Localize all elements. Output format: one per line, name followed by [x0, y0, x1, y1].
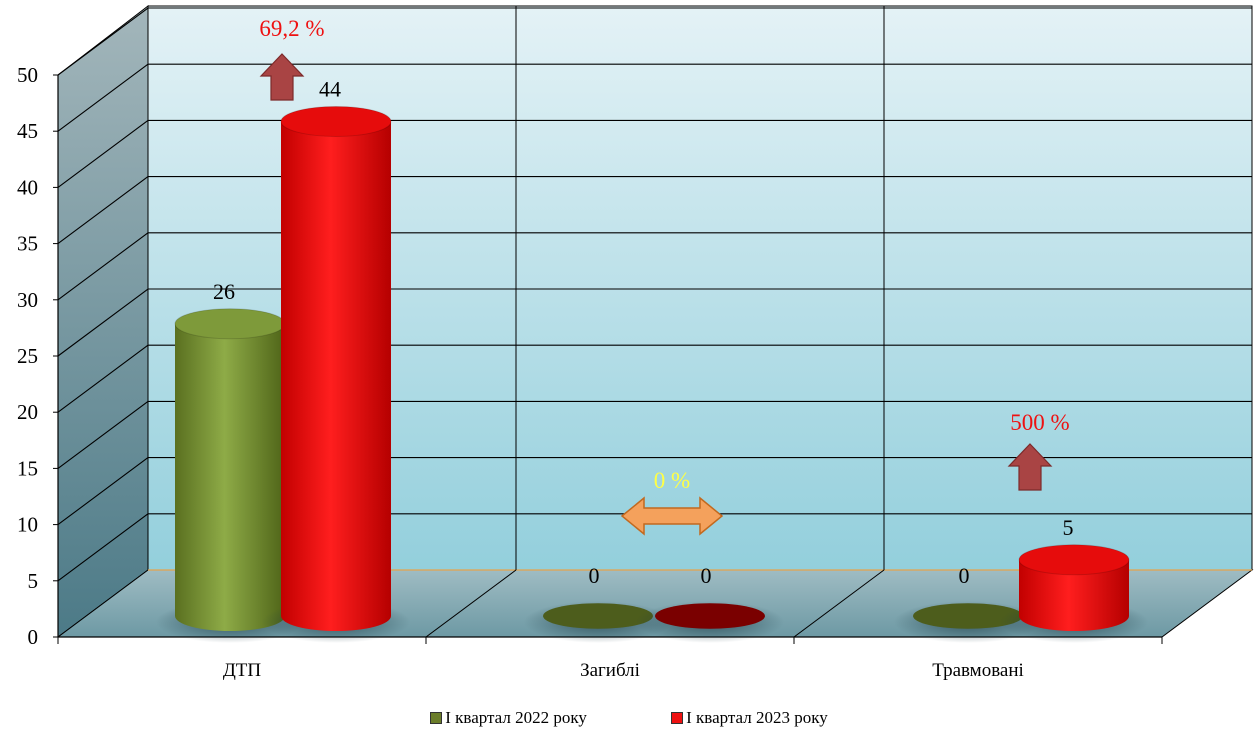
data-label: 26 [213, 279, 235, 304]
y-tick-label: 30 [17, 288, 38, 312]
y-tick-label: 35 [17, 232, 38, 256]
data-label: 0 [701, 563, 712, 588]
legend: І квартал 2022 року І квартал 2023 року [0, 708, 1258, 729]
bar [655, 603, 765, 629]
side-wall [57, 4, 149, 638]
arrow-up-icon [259, 53, 305, 101]
y-tick-label: 50 [17, 63, 38, 87]
y-tick-label: 20 [17, 400, 38, 424]
y-tick-label: 15 [17, 456, 38, 480]
y-tick-label: 5 [28, 569, 39, 593]
data-label: 44 [319, 76, 341, 101]
category-label: ДТП [223, 660, 262, 681]
change-label: 69,2 % [259, 16, 324, 41]
legend-label-2022: І квартал 2022 року [445, 708, 587, 727]
change-label: 500 % [1010, 410, 1069, 435]
y-tick-label: 25 [17, 344, 38, 368]
bar [281, 121, 391, 631]
category-label: Травмовані [932, 660, 1024, 681]
arrow-up-icon [1007, 443, 1053, 491]
y-tick-label: 40 [17, 175, 38, 199]
category-label: Загиблі [580, 660, 640, 681]
data-label: 0 [959, 563, 970, 588]
bar [913, 603, 1023, 629]
bar [175, 323, 285, 631]
y-tick-label: 10 [17, 513, 38, 537]
arrow-left-right-icon [620, 496, 724, 536]
legend-swatch-2023 [671, 712, 684, 724]
y-tick-label: 0 [28, 625, 39, 649]
bar [1019, 559, 1129, 631]
bar-top [280, 105, 392, 137]
data-label: 0 [589, 563, 600, 588]
change-label: 0 % [654, 468, 690, 493]
floor-divider [793, 569, 885, 638]
bar-top [1018, 544, 1130, 576]
bar [543, 603, 653, 629]
legend-label-2023: І квартал 2023 року [686, 708, 828, 727]
floor-divider [425, 569, 517, 638]
bar-top [174, 308, 286, 340]
legend-item-2022: І квартал 2022 року [430, 708, 587, 728]
legend-item-2023: І квартал 2023 року [671, 708, 828, 728]
data-label: 5 [1063, 515, 1074, 540]
legend-swatch-2022 [430, 712, 443, 724]
y-tick-label: 45 [17, 119, 38, 143]
